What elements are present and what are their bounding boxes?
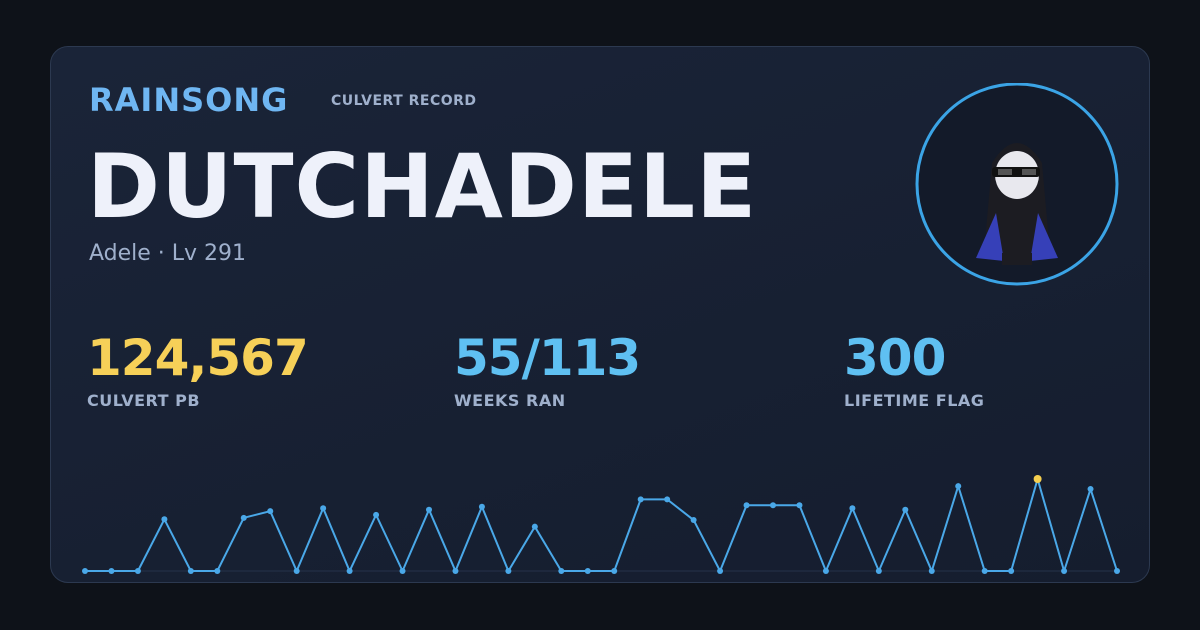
sparkline-point xyxy=(267,508,274,515)
sparkline-point xyxy=(637,496,644,503)
stat-value: 55/113 xyxy=(454,329,641,387)
player-details: Adele · Lv 291 xyxy=(89,241,247,266)
sparkline-point xyxy=(187,568,194,574)
sparkline-point xyxy=(981,568,988,574)
stat: 55/113 WEEKS RAN xyxy=(454,329,641,410)
sparkline-point xyxy=(796,502,803,509)
brand: RAINSONG xyxy=(89,81,289,119)
sparkline-point xyxy=(611,568,618,574)
sparkline-point xyxy=(531,523,538,530)
sparkline-point xyxy=(875,568,882,574)
stat: 124,567 CULVERT PB xyxy=(87,329,309,410)
player-name: DUTCHADELE xyxy=(87,135,758,238)
sparkline-point xyxy=(1061,568,1068,574)
sparkline-point xyxy=(214,568,221,574)
sparkline-point xyxy=(293,568,300,574)
sparkline-point xyxy=(664,496,671,503)
sparkline-point xyxy=(1033,475,1042,483)
card: RAINSONG CULVERT RECORD DUTCHADELE Adele… xyxy=(50,46,1150,583)
tag: CULVERT RECORD xyxy=(331,93,477,109)
sparkline-point xyxy=(770,502,776,509)
stat-value: 300 xyxy=(844,329,946,387)
sparkline-point xyxy=(822,568,829,574)
sparkline-point xyxy=(82,568,88,574)
sparkline-point xyxy=(426,506,432,513)
stat-label: LIFETIME FLAG xyxy=(844,391,985,410)
sparkline-point xyxy=(1087,486,1094,493)
sparkline-point xyxy=(690,517,697,524)
sparkline-point xyxy=(478,503,485,510)
stat-value: 124,567 xyxy=(87,329,309,387)
sparkline-point xyxy=(373,511,380,518)
sparkline-point xyxy=(134,568,141,574)
stat-label: WEEKS RAN xyxy=(454,391,566,410)
sparkline-point xyxy=(505,568,512,574)
sparkline-point xyxy=(108,568,115,574)
sparkline-point xyxy=(1008,568,1015,574)
sparkline-point xyxy=(928,568,935,574)
sparkline-point xyxy=(240,514,247,521)
sparkline-point xyxy=(955,483,962,490)
sparkline-point xyxy=(161,516,168,523)
sparkline-point xyxy=(452,568,459,574)
sparkline-point xyxy=(743,502,750,509)
sparkline-point xyxy=(1114,568,1120,574)
sparkline xyxy=(82,475,1120,575)
sparkline-point xyxy=(584,568,591,574)
sparkline-point xyxy=(346,568,353,574)
sparkline-point xyxy=(399,568,406,574)
stat-label: CULVERT PB xyxy=(87,391,201,410)
sparkline-point xyxy=(717,568,724,574)
sparkline-point xyxy=(558,568,565,574)
stat: 300 LIFETIME FLAG xyxy=(844,329,984,410)
sparkline-line xyxy=(85,475,1118,575)
sparkline-point xyxy=(320,505,327,512)
sparkline-point xyxy=(849,505,856,512)
sparkline-point xyxy=(902,506,909,513)
avatar xyxy=(915,83,1119,286)
